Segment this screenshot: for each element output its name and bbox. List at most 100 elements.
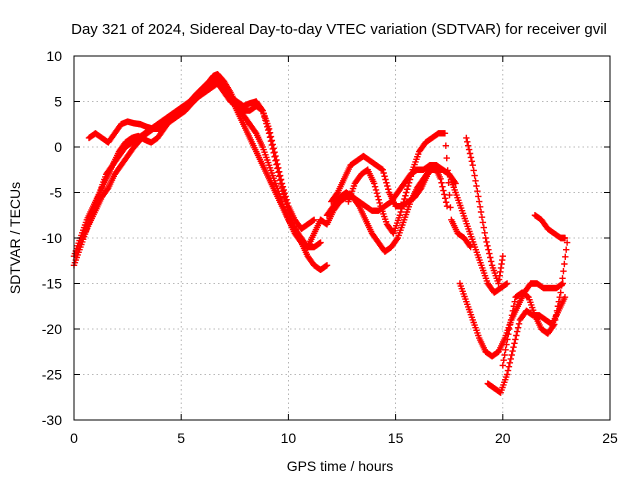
data-point xyxy=(104,186,111,193)
data-point xyxy=(262,117,269,124)
y-tick-label: -25 xyxy=(42,367,62,383)
data-point xyxy=(507,355,514,363)
data-point xyxy=(402,192,409,199)
data-point xyxy=(437,175,444,183)
data-point xyxy=(563,239,571,246)
data-point xyxy=(393,236,401,243)
data-point xyxy=(406,176,414,183)
data-point xyxy=(466,150,474,157)
data-point xyxy=(503,280,511,287)
data-point xyxy=(264,123,271,131)
data-point xyxy=(487,258,495,265)
axes-ticks: 0 5 10 15 20 25 10 5 0 -5 -10 -15 -20 -25 -30 xyxy=(42,48,618,446)
data-point xyxy=(383,179,390,186)
data-point xyxy=(481,229,488,236)
data-point xyxy=(442,142,450,149)
x-tick-label: 20 xyxy=(495,430,511,446)
data-point xyxy=(482,234,489,242)
data-point xyxy=(468,158,476,165)
data-point xyxy=(277,180,285,188)
data-point xyxy=(463,134,470,142)
data-points xyxy=(70,71,571,396)
data-point xyxy=(310,216,318,223)
data-point xyxy=(317,239,324,246)
data-point xyxy=(514,324,522,331)
data-point xyxy=(442,195,449,202)
data-point xyxy=(563,246,570,253)
data-point xyxy=(511,298,518,305)
data-point xyxy=(263,120,270,127)
series-10 xyxy=(484,293,569,396)
data-point xyxy=(499,362,506,369)
data-point xyxy=(276,176,284,184)
data-point xyxy=(474,188,481,195)
data-point xyxy=(439,183,446,190)
data-point xyxy=(258,106,265,113)
data-point xyxy=(381,173,388,180)
y-tick-label: 10 xyxy=(46,48,62,64)
series-7 xyxy=(345,130,474,251)
data-point xyxy=(441,130,449,137)
data-point xyxy=(382,176,389,183)
data-point xyxy=(278,184,286,192)
data-point xyxy=(508,312,516,319)
data-point xyxy=(261,113,268,121)
data-point xyxy=(400,199,407,206)
data-point xyxy=(506,359,514,366)
data-point xyxy=(399,202,406,209)
data-point xyxy=(559,275,566,282)
data-point xyxy=(376,199,383,207)
data-point xyxy=(510,344,517,351)
data-point xyxy=(560,267,567,275)
data-point xyxy=(506,325,513,333)
x-tick-label: 25 xyxy=(602,430,618,446)
data-point xyxy=(272,157,279,164)
y-tick-label: -5 xyxy=(50,185,63,201)
data-point xyxy=(451,178,458,186)
y-tick-label: -15 xyxy=(42,276,62,292)
data-point xyxy=(273,161,280,168)
x-tick-label: 0 xyxy=(70,430,78,446)
data-point xyxy=(371,183,379,190)
data-point xyxy=(282,197,289,205)
data-point xyxy=(503,341,510,348)
data-point xyxy=(442,199,450,206)
data-point xyxy=(370,180,378,187)
data-point xyxy=(551,321,558,328)
data-point xyxy=(470,167,477,174)
data-point xyxy=(396,212,404,219)
data-point xyxy=(499,253,506,260)
data-point xyxy=(508,351,515,359)
chart-title: Day 321 of 2024, Sidereal Day-to-day VTE… xyxy=(71,21,607,38)
data-point xyxy=(555,298,563,305)
y-tick-label: -20 xyxy=(42,321,62,337)
data-point xyxy=(274,165,281,172)
data-point xyxy=(558,282,565,289)
data-point xyxy=(443,202,451,210)
data-point xyxy=(252,128,259,136)
y-tick-label: -30 xyxy=(42,412,62,428)
data-point xyxy=(385,186,392,193)
data-point xyxy=(486,250,493,257)
data-point xyxy=(471,172,478,179)
data-point xyxy=(467,243,474,251)
data-point xyxy=(267,137,275,145)
data-point xyxy=(512,336,519,343)
data-point xyxy=(554,303,562,310)
data-point xyxy=(266,134,274,141)
data-point xyxy=(259,107,266,114)
data-point xyxy=(279,188,287,195)
data-point xyxy=(515,320,523,327)
grid xyxy=(74,56,610,420)
data-point xyxy=(398,205,405,212)
data-point xyxy=(403,189,410,196)
data-point xyxy=(440,187,447,194)
data-point xyxy=(444,167,451,174)
data-point xyxy=(407,173,415,180)
data-point xyxy=(472,177,479,184)
data-point xyxy=(509,347,516,355)
y-tick-label: 0 xyxy=(54,139,62,155)
data-point xyxy=(479,219,487,226)
data-point xyxy=(513,332,520,339)
